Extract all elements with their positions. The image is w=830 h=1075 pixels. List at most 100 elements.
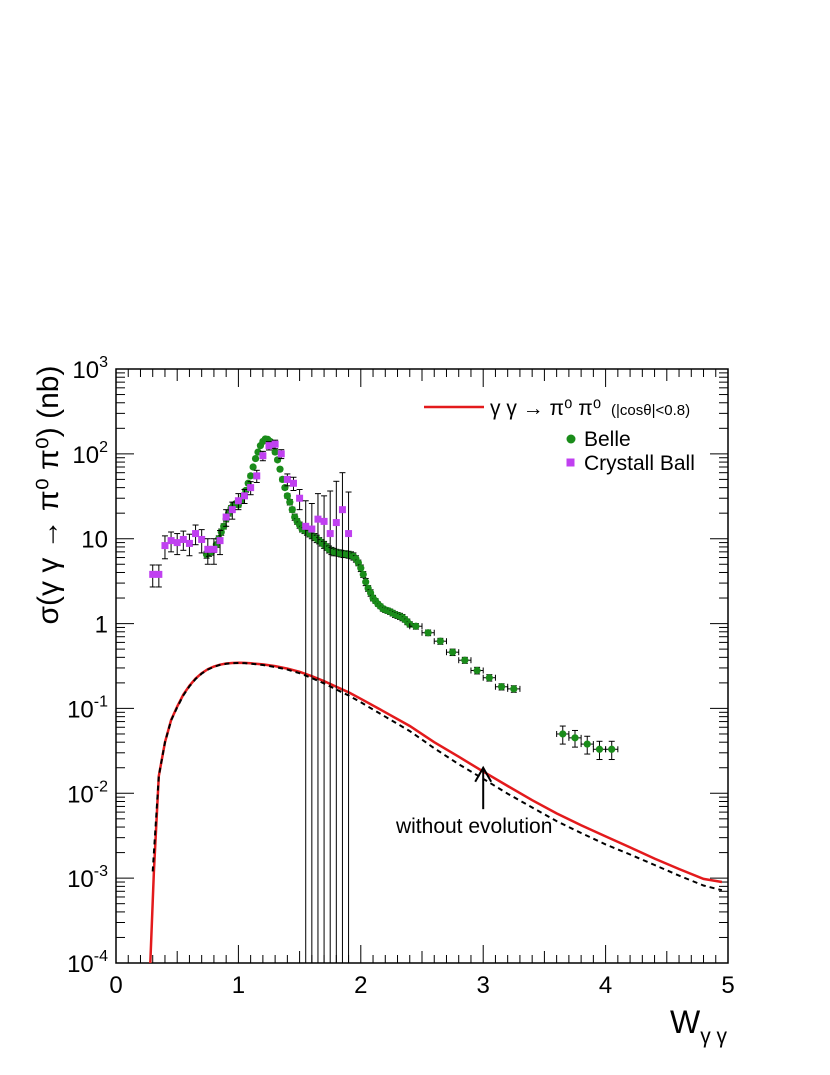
point-belle	[583, 740, 591, 748]
point-belle	[449, 648, 457, 656]
point-crystal-ball	[161, 542, 169, 550]
point-belle	[608, 745, 616, 753]
point-belle	[559, 730, 567, 738]
y-tick-label: 10-1	[67, 693, 108, 723]
curve-model	[149, 661, 723, 964]
point-belle	[249, 463, 257, 471]
point-belle	[510, 685, 518, 693]
point-crystal-ball	[173, 539, 181, 547]
y-tick-label-base: 10	[67, 951, 94, 978]
y-tick-label: 102	[72, 439, 108, 469]
point-crystal-ball	[302, 522, 310, 530]
point-belle	[362, 578, 370, 586]
point-belle	[473, 666, 481, 675]
x-axis-label-subscript: γ γ	[700, 1025, 727, 1048]
point-belle	[247, 472, 255, 480]
y-tick-label-exponent: 3	[99, 354, 108, 371]
point-crystal-ball	[210, 545, 218, 553]
y-tick-label: 10-3	[67, 863, 108, 893]
y-tick-label-base: 10	[67, 696, 94, 723]
point-belle	[357, 564, 365, 572]
y-tick-label-exponent: -2	[94, 778, 108, 795]
y-tick-label-exponent: 2	[99, 439, 108, 456]
point-crystal-ball	[155, 570, 163, 578]
y-tick-label: 103	[72, 354, 108, 384]
legend-label-belle: Belle	[584, 428, 631, 451]
point-belle	[251, 454, 260, 463]
annotation-arrow-head	[474, 765, 493, 783]
point-belle	[276, 465, 284, 473]
axis-ticks	[115, 368, 729, 964]
point-crystal-ball	[179, 535, 187, 543]
point-crystal-ball	[283, 475, 291, 483]
point-belle	[461, 656, 469, 664]
point-crystal-ball	[345, 530, 353, 538]
point-crystal-ball	[253, 472, 261, 480]
x-tick-label: 3	[477, 972, 490, 999]
point-crystal-ball	[277, 450, 285, 458]
point-crystal-ball	[326, 530, 334, 538]
point-crystal-ball	[338, 506, 346, 514]
point-belle	[571, 734, 579, 742]
y-tick-label-base: 10	[67, 781, 94, 808]
point-crystal-ball	[234, 497, 242, 505]
y-tick-label-exponent: -1	[94, 693, 108, 710]
point-crystal-ball	[222, 513, 230, 521]
point-crystal-ball	[216, 537, 224, 545]
y-tick-label-base: 10	[67, 866, 94, 893]
point-crystal-ball	[332, 519, 340, 527]
point-belle	[271, 448, 279, 456]
x-tick-label: 2	[354, 972, 367, 999]
point-crystal-ball	[167, 537, 175, 545]
point-belle	[288, 506, 296, 514]
point-belle	[436, 637, 444, 645]
legend-label-model-note: (|cosθ|<0.8)	[611, 402, 690, 419]
annotation: without evolution	[395, 765, 552, 838]
x-tick-label: 1	[232, 972, 245, 999]
legend-marker-crystal-ball	[566, 458, 575, 467]
point-crystal-ball	[271, 440, 279, 448]
point-belle	[286, 498, 294, 506]
y-tick-label-exponent: -4	[94, 948, 108, 965]
legend-label-model-name: γ γ → π⁰ π⁰	[490, 397, 601, 420]
point-belle	[283, 492, 291, 500]
legend-label-crystal-ball: Crystall Ball	[584, 452, 695, 475]
point-crystal-ball	[320, 517, 328, 525]
point-crystal-ball	[259, 452, 267, 460]
point-belle	[497, 683, 506, 691]
point-crystal-ball	[204, 545, 212, 553]
point-crystal-ball	[314, 515, 322, 523]
point-crystal-ball	[149, 570, 157, 578]
point-crystal-ball	[192, 530, 200, 538]
point-crystal-ball	[185, 539, 193, 547]
legend-label-model: γ γ → π⁰ π⁰ (|cosθ|<0.8)	[490, 397, 690, 420]
point-crystal-ball	[308, 525, 316, 533]
legend: γ γ → π⁰ π⁰ (|cosθ|<0.8) Belle Crystall …	[424, 397, 695, 475]
point-crystal-ball	[228, 506, 236, 514]
y-tick-label-base: 10	[72, 442, 99, 469]
x-axis-label: Wγ γ	[670, 1004, 728, 1048]
y-tick-label: 10-2	[67, 778, 108, 808]
y-tick-label: 1	[95, 612, 108, 639]
curve-without-evolution	[151, 661, 723, 892]
point-belle	[359, 570, 367, 578]
y-tick-label-base: 10	[72, 357, 99, 384]
point-crystal-ball	[265, 442, 273, 450]
point-belle	[485, 674, 493, 682]
x-tick-label: 4	[599, 972, 612, 999]
y-axis-label: σ(γ γ → π⁰ π⁰) (nb)	[32, 366, 65, 625]
x-tick-label: 5	[721, 972, 734, 999]
x-axis-label-main: W	[670, 1004, 701, 1040]
point-belle	[412, 622, 420, 630]
annotation-label: without evolution	[395, 815, 552, 838]
y-tick-label: 10	[81, 527, 108, 554]
point-belle	[273, 456, 282, 464]
point-belle	[595, 745, 604, 753]
y-tick-label-exponent: -3	[94, 863, 108, 880]
point-crystal-ball	[198, 535, 206, 543]
y-tick-label: 10-4	[67, 948, 108, 978]
x-tick-label: 0	[109, 972, 122, 999]
point-crystal-ball	[289, 479, 297, 487]
point-crystal-ball	[241, 492, 249, 500]
